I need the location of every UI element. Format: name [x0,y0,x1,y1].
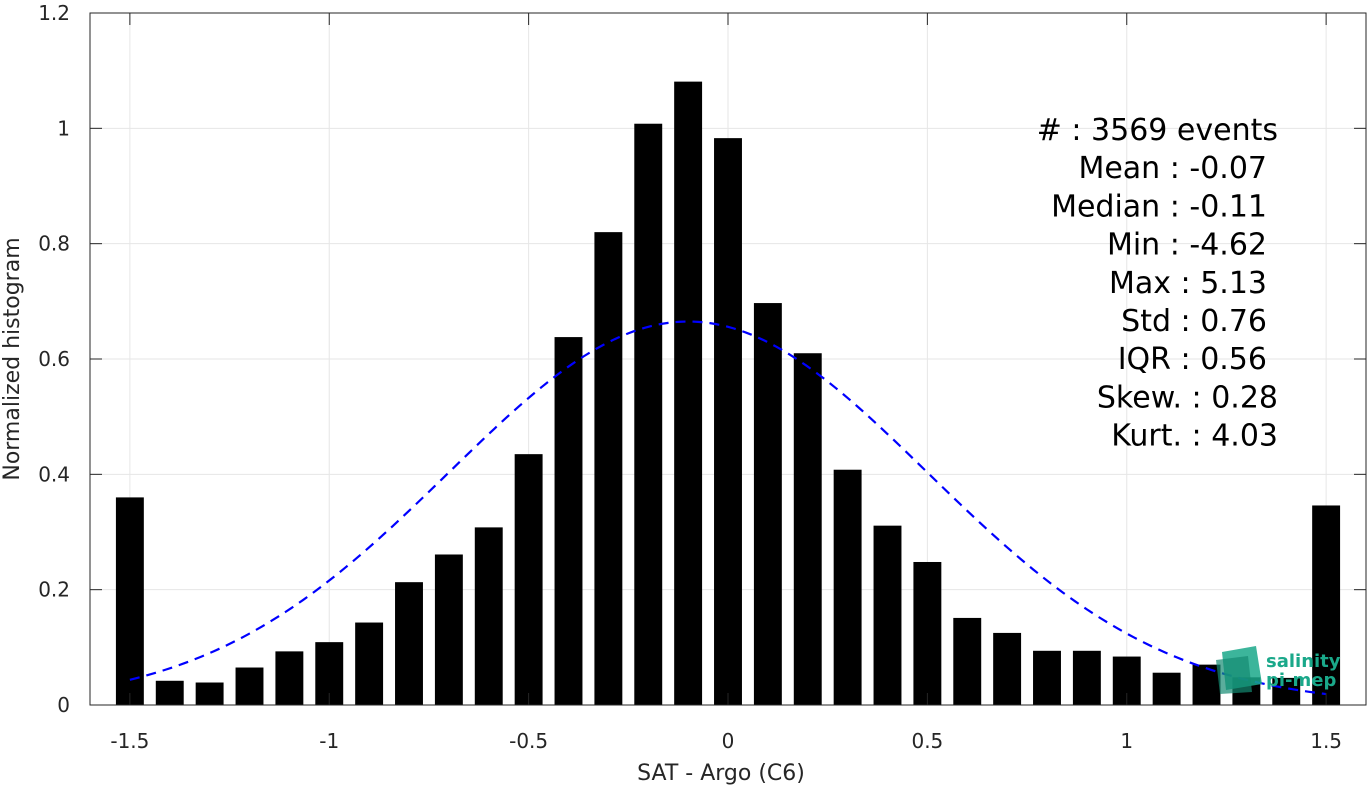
histogram-bar [195,682,224,705]
stat-line: Std : 0.76 [1121,304,1267,339]
histogram-bar [1033,650,1061,705]
y-axis-label: Normalized histogram [0,237,25,480]
stat-line: IQR : 0.56 [1118,342,1267,377]
stat-line: Mean : -0.07 [1078,151,1267,186]
stat-line: Max : 5.13 [1109,266,1267,301]
x-tick-label: 0.5 [911,729,943,753]
x-tick-label: 1 [1120,729,1133,753]
x-tick-label: 0 [722,729,735,753]
y-tick-label: 0.8 [38,232,70,256]
stat-line: Min : -4.62 [1107,228,1267,263]
histogram-bar [1192,664,1221,705]
histogram-bar [275,651,304,705]
y-tick-label: 0.2 [38,578,70,602]
histogram-bars [115,81,1341,706]
histogram-bar [514,454,543,705]
axes-frame [89,12,1367,706]
x-tick-label: -1 [319,729,339,753]
histogram-bar [953,617,982,705]
histogram-bar [155,680,184,705]
x-tick-labels: -1.5 -1 -0.5 0 0.5 1 1.5 [110,729,1342,753]
x-tick-label: 1.5 [1310,729,1342,753]
histogram-bar [634,123,663,706]
histogram-bar [594,232,623,705]
y-tick-label: 0.4 [38,462,70,486]
histogram-bar [395,582,423,705]
y-tick-label: 1 [57,116,70,140]
logo-line-2: pi-mep [1266,670,1336,691]
stat-line: Kurt. : 4.03 [1111,419,1278,454]
gaussian-fit-curve [129,320,1327,696]
histogram-bar [873,525,902,705]
y-tick-label: 0.6 [38,347,70,371]
x-axis-label: SAT - Argo (C6) [637,761,805,786]
y-tick-label: 1.2 [38,1,70,25]
x-tick-label: -0.5 [509,729,548,753]
histogram-bar [674,81,703,705]
histogram-bar [474,527,503,705]
logo-emblem-icon [1216,646,1262,694]
histogram-bar [115,497,144,705]
y-tick-labels: 0 0.2 0.4 0.6 0.8 1 1.2 [38,1,70,717]
histogram-bar [554,337,583,705]
histogram-bar [793,353,822,705]
logo-line-1: salinity [1266,651,1341,672]
histogram-bar [993,632,1022,705]
histogram-bar [833,469,862,705]
histogram-bar [1272,677,1301,705]
histogram-bar [434,554,463,705]
histogram-bar [1312,505,1341,705]
x-tick-label: -1.5 [110,729,149,753]
salinity-pimep-logo: salinity pi-mep [1216,646,1341,694]
histogram-bar [235,667,264,705]
histogram-bar [913,561,942,705]
histogram-bar [714,138,742,706]
histogram-bar [355,622,384,705]
stat-line: Median : -0.11 [1051,189,1267,224]
histogram-bar [753,303,782,705]
y-tick-label: 0 [57,693,70,717]
stat-line: Skew. : 0.28 [1097,380,1278,415]
stat-line: # : 3569 events [1037,113,1278,148]
histogram-bar [1072,650,1101,705]
histogram-bar [1152,672,1181,705]
